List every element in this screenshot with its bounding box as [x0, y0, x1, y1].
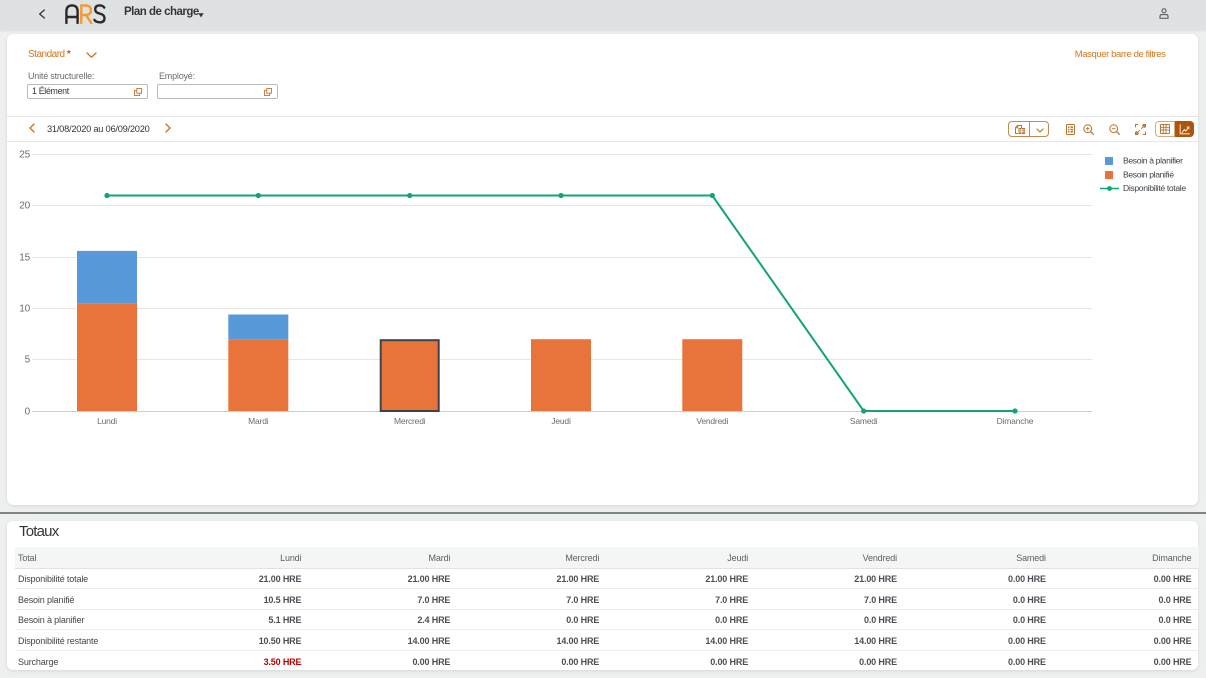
svg-text:Samedi: Samedi — [850, 416, 878, 426]
svg-text:20: 20 — [19, 200, 30, 211]
svg-text:Lundi: Lundi — [97, 416, 117, 426]
svg-text:Dimanche: Dimanche — [997, 416, 1034, 426]
svg-text:10: 10 — [19, 303, 30, 314]
svg-text:15: 15 — [19, 252, 30, 263]
svg-text:Disponibilité totale: Disponibilité totale — [1123, 183, 1186, 193]
svg-text:Mardi: Mardi — [248, 416, 269, 426]
svg-text:Besoin à planifier: Besoin à planifier — [1123, 155, 1183, 165]
svg-text:Vendredi: Vendredi — [696, 416, 728, 426]
svg-text:0: 0 — [25, 406, 31, 417]
svg-text:5: 5 — [25, 354, 31, 365]
svg-text:25: 25 — [19, 149, 30, 160]
svg-text:Jeudi: Jeudi — [551, 416, 571, 426]
svg-text:Besoin planifié: Besoin planifié — [1123, 169, 1174, 179]
svg-text:Mercredi: Mercredi — [394, 416, 426, 426]
